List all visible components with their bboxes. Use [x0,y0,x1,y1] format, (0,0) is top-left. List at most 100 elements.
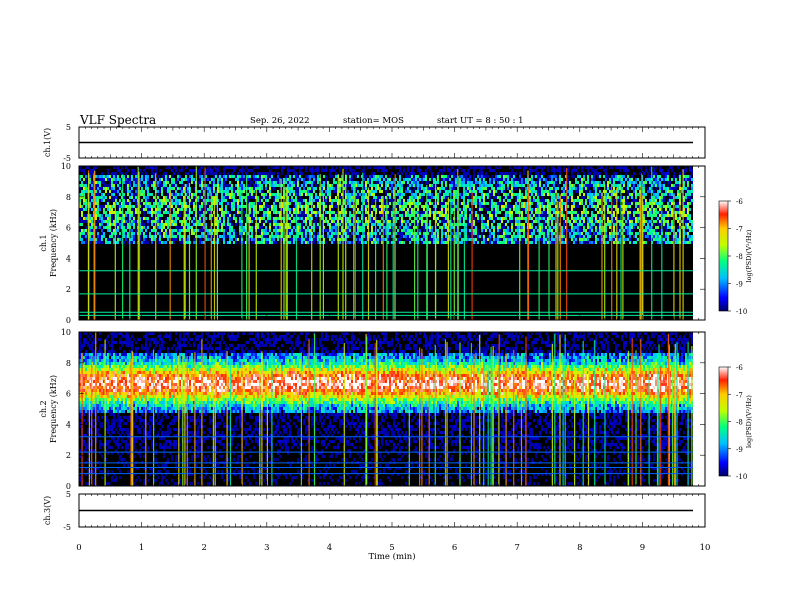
spectrogram-cell [223,169,225,172]
spectrogram-cell [223,187,225,190]
spectrogram-cell [175,169,177,172]
spectrogram-cell [223,223,225,226]
spectrogram-cell [503,232,505,235]
spectrogram-cell [513,181,515,184]
spectrogram-cell [271,205,273,208]
spectrogram-cell [311,166,313,169]
spectrogram-cell [163,226,165,229]
spectrogram-cell [141,175,143,178]
spectrogram-cell [311,181,313,184]
spectrogram-cell [363,208,365,211]
spectrogram-cell [323,193,325,196]
spectrogram-cell [215,229,217,232]
spectrogram-cell [141,229,143,232]
spectrogram-cell [403,193,405,196]
spectrogram-cell [191,199,193,202]
spectrogram-cell [537,187,539,190]
spectrogram-cell [287,205,289,208]
spectrogram-cell [99,190,101,193]
spectrogram-cell [119,226,121,229]
spectrogram-cell [179,193,181,196]
spectrogram-cell [113,235,115,238]
spectrogram-cell [375,190,377,193]
spectrogram-cell [389,241,391,244]
spectrogram-cell [109,205,111,208]
spectrogram-cell [415,220,417,223]
spectrogram-cell [437,217,439,220]
spectrogram-cell [461,241,463,244]
spectrogram-cell [263,229,265,232]
spectrogram-cell [295,193,297,196]
spectrogram-cell [167,187,169,190]
spectrogram-cell [425,235,427,238]
spectrogram-cell [379,238,381,241]
spectrogram-cell [187,199,189,202]
spectrogram-cell [589,199,591,202]
spectrogram-cell [117,193,119,196]
spectrogram-cell [165,187,167,190]
spectrogram-cell [531,187,533,190]
spectrogram-cell [537,232,539,235]
spectrogram-cell [509,196,511,199]
spectrogram-cell [533,241,535,244]
spectrogram-cell [525,238,527,241]
spectrogram-cell [209,208,211,211]
spectrogram-cell [167,205,169,208]
spectrogram-cell [341,211,343,214]
spectrogram-cell [201,226,203,229]
spectrogram-cell [357,175,359,178]
spectrogram-cell [391,223,393,226]
spectrogram-cell [383,229,385,232]
spectrogram-cell [421,175,423,178]
spectrogram-cell [159,178,161,181]
spectrogram-cell [325,169,327,172]
spectrogram-cell [85,214,87,217]
spectrogram-cell [201,199,203,202]
spectrogram-cell [397,184,399,187]
spectrogram-cell [463,172,465,175]
spectrogram-cell [439,187,441,190]
spectrogram-cell [323,181,325,184]
spectrogram-cell [249,178,251,181]
spectrogram-cell [353,169,355,172]
spectrogram-cell [125,202,127,205]
spectrogram-cell [123,178,125,181]
spectrogram-cell [423,229,425,232]
spectrogram-cell [377,223,379,226]
spectrogram-cell [201,181,203,184]
spectrogram-cell [381,202,383,205]
spectrogram-cell [307,178,309,181]
spectrogram-cell [407,235,409,238]
spectrogram-cell [131,208,133,211]
spectrogram-cell [305,208,307,211]
spectrogram-cell [441,187,443,190]
spectrogram-cell [143,175,145,178]
spectrogram-cell [329,199,331,202]
spectrogram-cell [317,175,319,178]
spectrogram-cell [461,193,463,196]
spectrogram-cell [313,181,315,184]
spectrogram-cell [347,232,349,235]
spectrogram-cell [597,217,599,220]
spectrogram-cell [371,202,373,205]
spectrogram-cell [119,220,121,223]
spectrogram-cell [589,202,591,205]
spectrogram-cell [433,178,435,181]
spectrogram-cell [223,181,225,184]
spectrogram-cell [573,220,575,223]
spectrogram-cell [513,217,515,220]
spectrogram-cell [313,214,315,217]
spectrogram-cell [231,232,233,235]
spectrogram-cell [117,241,119,244]
spectrogram-cell [79,169,81,172]
spectrogram-cell [565,169,567,172]
spectrogram-cell [467,184,469,187]
spectrogram-cell [113,241,115,244]
spectrogram-cell [237,193,239,196]
spectrogram-cell [445,187,447,190]
spectrogram-cell [203,241,205,244]
spectrogram-cell [393,202,395,205]
spectrogram-cell [143,193,145,196]
spectrogram-cell [165,199,167,202]
spectrogram-cell [485,196,487,199]
